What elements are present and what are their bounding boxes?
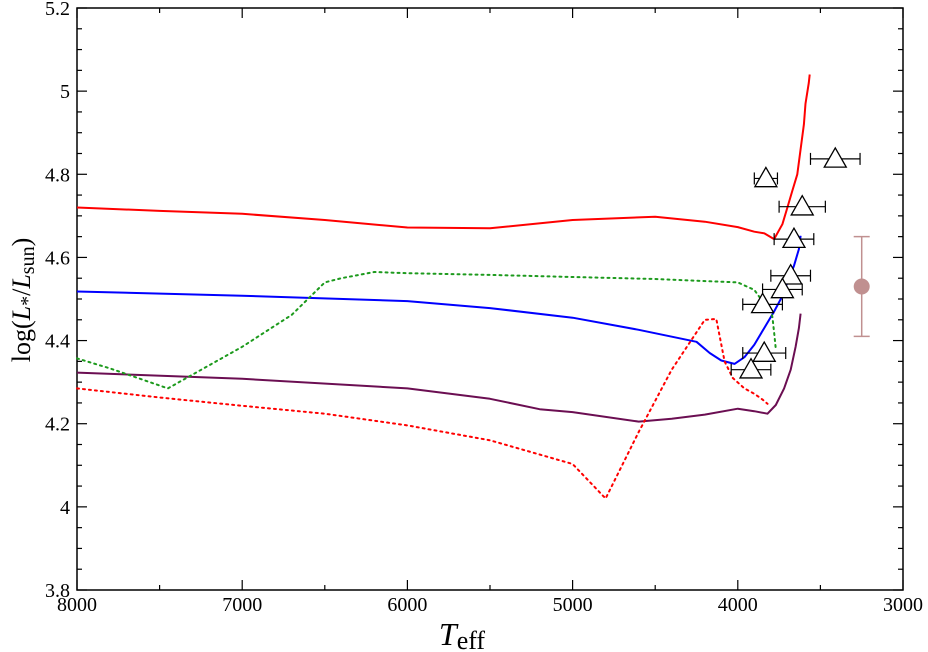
y-tick-label: 5.2	[45, 0, 70, 20]
x-tick-label: 8000	[57, 594, 97, 616]
y-axis-title: log(L*/Lsun)	[7, 238, 39, 363]
axis-ticks	[76, 7, 904, 591]
axis-tick-labels: 8000 7000 6000 5000 4000 3000 3.8 4 4.2 4.4 4.6 4.8…	[45, 0, 923, 616]
x-tick-label: 5000	[553, 594, 593, 616]
y-tick-label: 4	[60, 497, 70, 519]
x-axis-title-main: T	[439, 616, 459, 652]
y-axis-title-slash: /	[7, 288, 36, 296]
triangle-marker	[752, 340, 777, 362]
series-line-4	[76, 271, 777, 390]
triangle-marker	[750, 292, 775, 314]
y-axis-title-sub2: sun	[17, 246, 39, 274]
highlight-point	[853, 235, 870, 338]
y-tick-label: 4.6	[45, 247, 70, 269]
y-tick-label: 5	[60, 81, 70, 103]
series-lines	[76, 74, 811, 500]
triangle-marker	[778, 263, 803, 285]
x-tick-label: 7000	[222, 594, 262, 616]
y-tick-label: 4.8	[45, 164, 70, 186]
plot-frame	[76, 7, 904, 591]
triangle-marker	[781, 226, 807, 249]
series-line-3	[76, 313, 802, 423]
x-tick-label: 3000	[883, 594, 923, 616]
x-axis-title-sub: eff	[457, 626, 486, 652]
y-axis-title-L2: L	[7, 274, 36, 289]
triangle-marker	[753, 166, 779, 188]
y-tick-label: 4.2	[45, 414, 70, 436]
triangle-marker	[790, 194, 815, 216]
x-axis-title: Teff	[439, 616, 486, 652]
triangle-marker	[770, 277, 795, 299]
data-markers	[730, 146, 861, 379]
y-axis-title-suffix: )	[7, 238, 36, 247]
series-line-1	[76, 74, 811, 241]
y-axis-title-L1: L	[7, 306, 36, 321]
y-tick-label: 3.8	[45, 580, 70, 602]
highlight-marker	[853, 278, 870, 295]
y-axis-title-sub1: *	[17, 296, 39, 306]
triangle-marker	[738, 357, 764, 379]
series-line-5	[76, 318, 769, 500]
series-line-2	[76, 235, 802, 365]
triangle-marker	[823, 146, 848, 168]
x-tick-label: 6000	[387, 594, 427, 616]
x-tick-label: 4000	[718, 594, 758, 616]
y-axis-title-prefix: log(	[7, 320, 36, 362]
y-tick-label: 4.4	[45, 331, 70, 353]
